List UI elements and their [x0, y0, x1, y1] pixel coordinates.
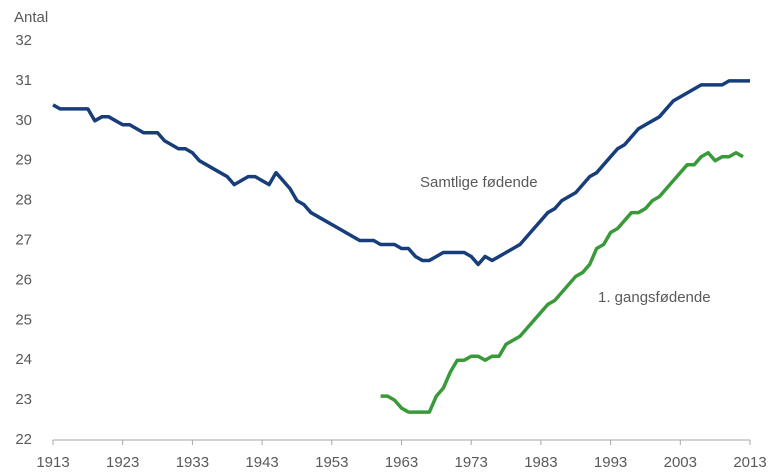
x-tick-label: 1953 — [315, 454, 348, 471]
x-tick-label: 1943 — [245, 454, 278, 471]
y-tick-label: 23 — [15, 391, 32, 408]
y-tick-label: 26 — [15, 271, 32, 288]
x-tick-label: 1993 — [594, 454, 627, 471]
data-line — [380, 150, 744, 414]
x-tick-label: 1923 — [106, 454, 139, 471]
x-tick-label: 1933 — [176, 454, 209, 471]
x-tick-label: 1913 — [36, 454, 69, 471]
data-line — [52, 79, 750, 267]
y-tick-label: 32 — [15, 32, 32, 49]
x-tick-label: 1983 — [524, 454, 557, 471]
x-tick-label: 1973 — [455, 454, 488, 471]
y-tick-label: 30 — [15, 112, 32, 129]
x-tick-label: 2003 — [664, 454, 697, 471]
y-tick-label: 27 — [15, 231, 32, 248]
y-tick-label: 22 — [15, 431, 32, 448]
y-tick-label: 25 — [15, 311, 32, 328]
x-tick-label: 2013 — [733, 454, 766, 471]
series-label: Samtlige fødende — [420, 174, 538, 191]
y-tick-label: 28 — [15, 192, 32, 209]
series-label: 1. gangsfødende — [598, 289, 711, 306]
y-axis-label: Antal — [14, 9, 48, 26]
y-tick-label: 31 — [15, 72, 32, 89]
y-tick-label: 24 — [15, 351, 32, 368]
x-tick-label: 1963 — [385, 454, 418, 471]
y-tick-label: 29 — [15, 152, 32, 169]
